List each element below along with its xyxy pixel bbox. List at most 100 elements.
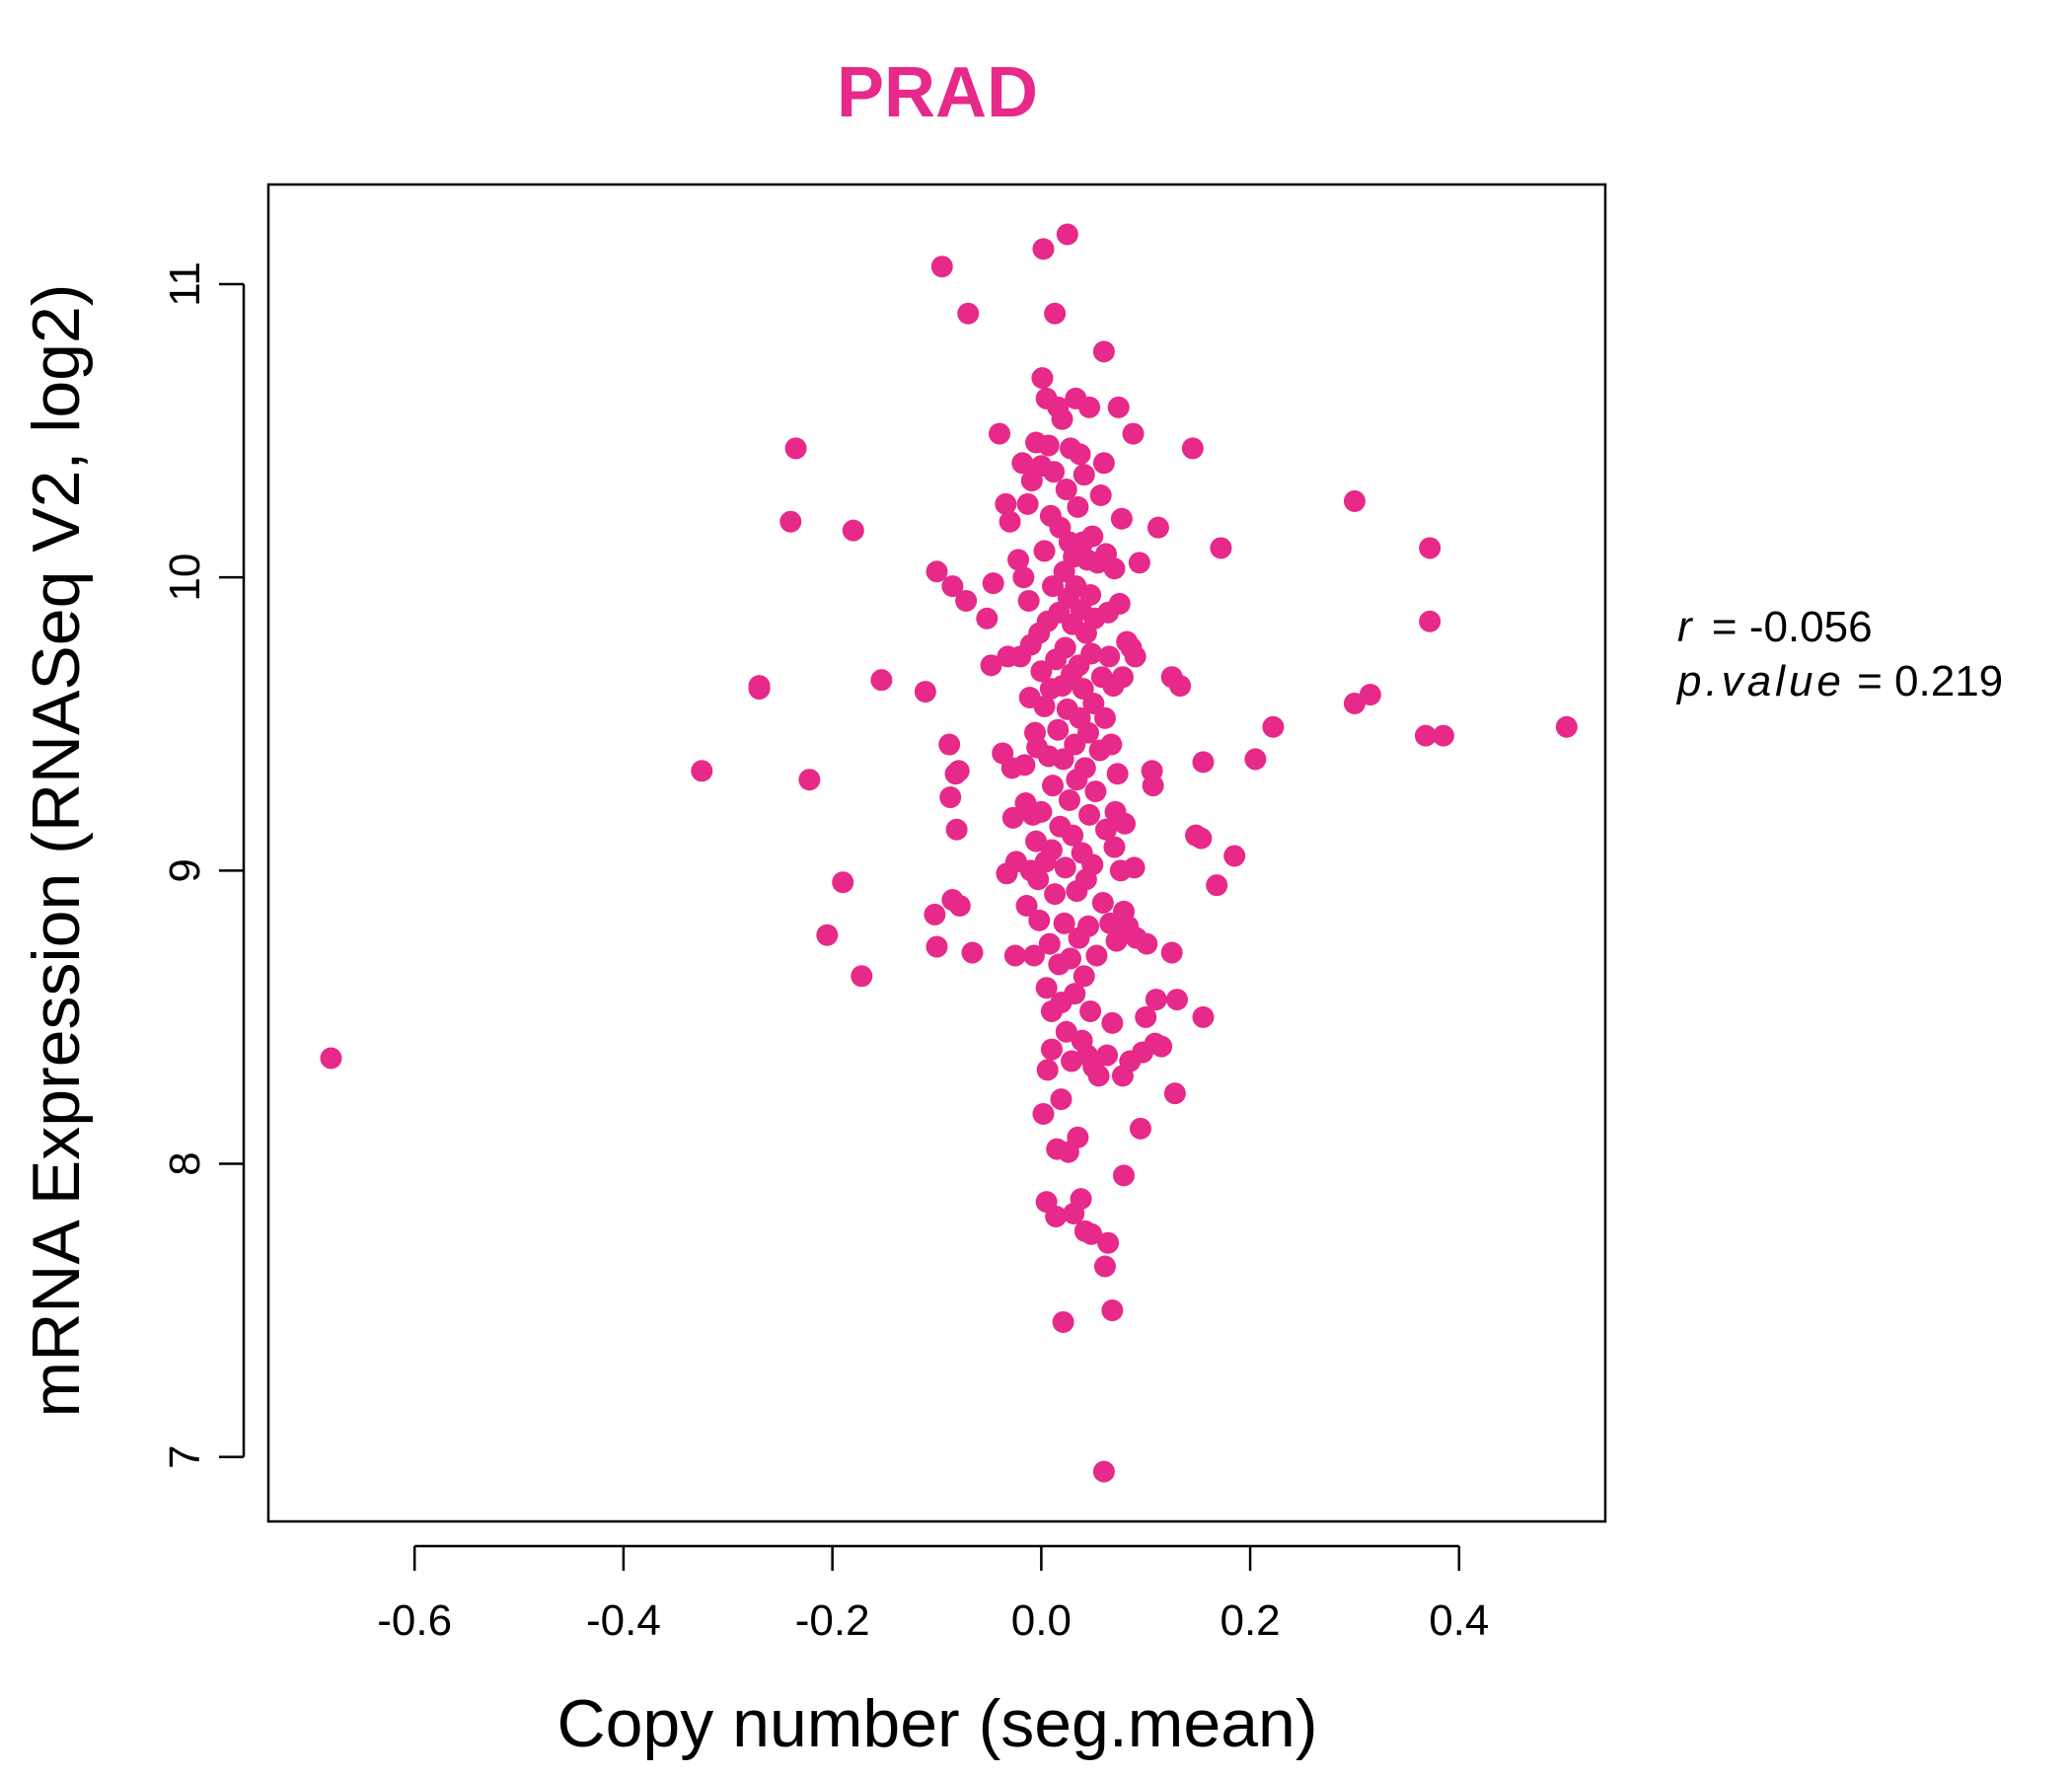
data-point bbox=[1359, 684, 1381, 706]
data-point bbox=[1067, 495, 1089, 518]
y-tick-label: 7 bbox=[161, 1444, 209, 1468]
data-point bbox=[1114, 812, 1137, 835]
data-point bbox=[1092, 1460, 1115, 1483]
data-point bbox=[1108, 592, 1131, 615]
data-point bbox=[1067, 1126, 1089, 1148]
data-point bbox=[1055, 479, 1077, 501]
data-point bbox=[1016, 492, 1039, 515]
data-point bbox=[842, 519, 864, 542]
data-point bbox=[1052, 748, 1074, 771]
data-point bbox=[1092, 452, 1115, 475]
data-point bbox=[1007, 549, 1030, 571]
data-point bbox=[1038, 932, 1061, 955]
data-point bbox=[851, 965, 873, 988]
data-point bbox=[1022, 944, 1045, 967]
x-tick-label: 0.0 bbox=[1011, 1596, 1072, 1645]
data-point bbox=[748, 678, 771, 701]
data-point bbox=[1190, 827, 1213, 850]
plot-frame bbox=[266, 183, 1607, 1523]
data-point bbox=[1052, 1310, 1074, 1333]
correlation-stats: r = -0.056 p.value = 0.219 bbox=[1675, 603, 2003, 705]
data-point bbox=[1003, 944, 1026, 967]
data-point bbox=[1123, 856, 1146, 879]
x-tick-label: -0.4 bbox=[586, 1596, 661, 1645]
data-point bbox=[1053, 912, 1075, 934]
data-point bbox=[1073, 757, 1096, 779]
data-point bbox=[1035, 977, 1058, 999]
data-point bbox=[1062, 824, 1084, 847]
data-point bbox=[1106, 763, 1129, 785]
data-point bbox=[1044, 883, 1067, 906]
data-point bbox=[925, 560, 948, 583]
data-point bbox=[1030, 660, 1053, 683]
data-point bbox=[1013, 754, 1036, 777]
data-point bbox=[1163, 1082, 1186, 1105]
data-point bbox=[1223, 845, 1246, 867]
data-point bbox=[1419, 610, 1442, 632]
data-point bbox=[957, 302, 980, 325]
data-point bbox=[1100, 733, 1123, 756]
p-label: p.value bbox=[1675, 657, 1845, 705]
data-point bbox=[1078, 803, 1101, 826]
data-point bbox=[1089, 483, 1112, 506]
data-point bbox=[832, 871, 854, 894]
data-point bbox=[925, 935, 948, 958]
data-point bbox=[320, 1047, 342, 1070]
data-point bbox=[1033, 695, 1056, 717]
r-stat: r = -0.056 bbox=[1677, 603, 1873, 651]
data-point bbox=[955, 589, 978, 612]
data-point bbox=[995, 492, 1017, 515]
data-point bbox=[1064, 983, 1086, 1005]
data-point bbox=[1080, 1222, 1103, 1245]
r-label: r bbox=[1677, 603, 1694, 651]
data-point bbox=[1094, 818, 1117, 841]
data-point bbox=[1129, 1117, 1151, 1140]
x-tick-label: -0.2 bbox=[795, 1596, 870, 1645]
x-tick-label: 0.2 bbox=[1220, 1596, 1280, 1645]
data-point bbox=[1432, 724, 1454, 747]
data-point bbox=[1079, 584, 1102, 607]
data-point bbox=[1093, 1255, 1116, 1278]
x-tick-label: 0.4 bbox=[1429, 1596, 1489, 1645]
data-point bbox=[1107, 396, 1130, 418]
data-point bbox=[1015, 894, 1038, 917]
data-point bbox=[1093, 706, 1116, 729]
data-point bbox=[870, 669, 893, 692]
data-point bbox=[1045, 1205, 1068, 1227]
data-point bbox=[1060, 947, 1081, 970]
data-point bbox=[1181, 437, 1204, 460]
data-point bbox=[1043, 461, 1066, 483]
r-value: -0.056 bbox=[1749, 603, 1873, 651]
data-point bbox=[1001, 806, 1024, 829]
data-point bbox=[1070, 1188, 1092, 1211]
data-point bbox=[1081, 853, 1104, 876]
data-point bbox=[1051, 407, 1073, 430]
x-axis: -0.6 -0.4 -0.2 0.0 0.2 0.4 bbox=[377, 1544, 1489, 1645]
data-point bbox=[1206, 874, 1228, 897]
data-point bbox=[1103, 557, 1126, 580]
data-point bbox=[1040, 839, 1063, 861]
data-point bbox=[1244, 748, 1267, 771]
data-point bbox=[1054, 856, 1076, 879]
data-point bbox=[961, 941, 984, 964]
data-point bbox=[1056, 223, 1078, 246]
y-tick-label: 8 bbox=[161, 1151, 209, 1175]
data-point bbox=[1030, 800, 1053, 823]
data-point bbox=[1147, 516, 1169, 539]
y-tick-label: 10 bbox=[161, 554, 209, 602]
data-point bbox=[1096, 1044, 1119, 1067]
chart-title: PRAD bbox=[837, 53, 1038, 132]
data-point bbox=[1027, 868, 1050, 891]
data-point bbox=[1122, 422, 1145, 445]
data-point bbox=[1192, 1005, 1215, 1028]
data-point bbox=[941, 575, 964, 598]
data-point bbox=[1414, 724, 1437, 747]
p-stat: p.value = 0.219 bbox=[1675, 657, 2003, 705]
data-point bbox=[1037, 434, 1060, 457]
x-tick-label: -0.6 bbox=[377, 1596, 452, 1645]
data-point bbox=[939, 786, 962, 809]
data-point bbox=[1128, 552, 1150, 574]
data-point bbox=[1092, 340, 1115, 363]
data-point bbox=[1135, 1005, 1157, 1028]
